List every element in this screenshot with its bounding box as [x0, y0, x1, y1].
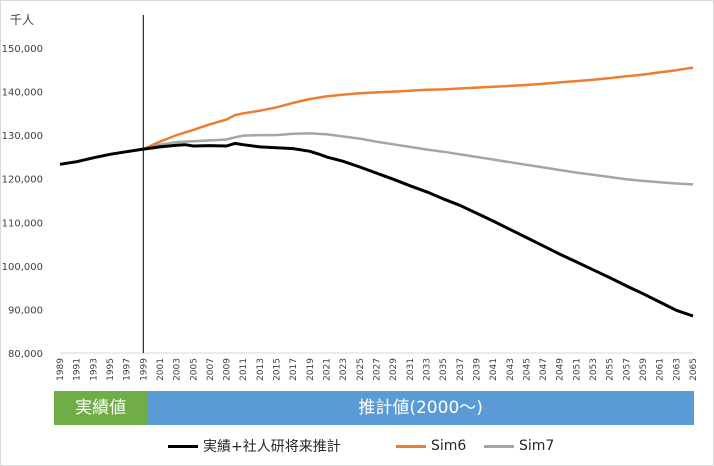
x-tick-label: 2009 — [223, 358, 233, 381]
x-tick-label: 2017 — [289, 358, 299, 381]
x-tick-label: 2027 — [373, 358, 383, 381]
x-tick-label: 2007 — [206, 358, 216, 381]
actual-period-label: 実績値 — [75, 398, 127, 418]
x-tick-label: 2029 — [389, 358, 399, 381]
y-tick-label: 130,000 — [2, 131, 43, 142]
y-tick-label: 140,000 — [2, 88, 43, 99]
x-tick-label: 2013 — [256, 358, 266, 381]
x-tick-label: 2045 — [522, 358, 532, 381]
forecast-period-bar: 推計値(2000～) — [147, 391, 694, 425]
x-tick-labels: 1989 1991 1993 1995 1997 1999 2001 2003 2005 2007… — [56, 358, 699, 381]
actual-period-bar: 実績値 — [54, 391, 148, 425]
x-tick-label: 1991 — [73, 358, 83, 381]
y-tick-labels: 80,000 90,000 100,000 110,000 120,000 130,000… — [2, 44, 43, 360]
x-tick-label: 1997 — [123, 358, 133, 381]
x-tick-label: 2041 — [489, 358, 499, 381]
legend-item-sim6: Sim6 — [396, 435, 466, 457]
x-tick-label: 2065 — [689, 358, 699, 381]
x-tick-label: 2047 — [539, 358, 549, 381]
legend-swatch-sim6 — [396, 444, 426, 448]
legend-label-sim7: Sim7 — [519, 438, 555, 454]
forecast-period-label: 推計値(2000～) — [358, 398, 483, 418]
legend-swatch-actual — [168, 444, 198, 448]
x-tick-label: 2023 — [339, 358, 349, 381]
x-tick-label: 2043 — [506, 358, 516, 381]
x-tick-label: 2055 — [606, 358, 616, 381]
y-tick-label: 80,000 — [8, 349, 43, 360]
x-tick-label: 2049 — [556, 358, 566, 381]
x-tick-label: 2011 — [239, 358, 249, 381]
x-tick-label: 2035 — [439, 358, 449, 381]
x-tick-label: 2061 — [656, 358, 666, 381]
legend-label-actual: 実績+社人研将来推計 — [203, 439, 341, 455]
y-unit-label: 千人 — [10, 13, 34, 27]
x-tick-label: 2033 — [422, 358, 432, 381]
x-tick-label: 2051 — [572, 358, 582, 381]
series-lines — [59, 66, 694, 318]
y-tick-label: 90,000 — [8, 305, 43, 316]
x-tick-label: 2037 — [456, 358, 466, 381]
legend: 実績+社人研将来推計 Sim6 Sim7 — [0, 435, 714, 457]
x-tick-label: 2025 — [356, 358, 366, 381]
x-tick-label: 1999 — [139, 358, 149, 381]
x-tick-label: 2015 — [273, 358, 283, 381]
x-tick-label: 2021 — [323, 358, 333, 381]
x-tick-label: 2003 — [173, 358, 183, 381]
legend-item-actual: 実績+社人研将来推計 — [168, 435, 341, 457]
x-tick-label: 2059 — [639, 358, 649, 381]
axes — [60, 15, 693, 354]
series-line-sim6 — [142, 66, 694, 151]
x-tick-label: 2005 — [189, 358, 199, 381]
x-tick-label: 2001 — [156, 358, 166, 381]
x-tick-label: 2019 — [306, 358, 316, 381]
y-tick-label: 120,000 — [2, 175, 43, 186]
y-tick-label: 100,000 — [2, 262, 43, 273]
x-tick-label: 2063 — [672, 358, 682, 381]
x-tick-label: 1993 — [89, 358, 99, 381]
legend-swatch-sim7 — [484, 444, 514, 448]
y-tick-label: 110,000 — [2, 218, 43, 229]
series-line-sim7 — [142, 132, 694, 186]
x-tick-label: 2039 — [472, 358, 482, 381]
x-tick-label: 1995 — [106, 358, 116, 381]
series-line-actual — [59, 141, 694, 318]
legend-label-sim6: Sim6 — [431, 438, 467, 454]
x-tick-label: 2057 — [622, 358, 632, 381]
x-tick-label: 2053 — [589, 358, 599, 381]
x-tick-label: 1989 — [56, 358, 66, 381]
legend-item-sim7: Sim7 — [484, 435, 554, 457]
x-tick-label: 2031 — [406, 358, 416, 381]
y-tick-label: 150,000 — [2, 44, 43, 55]
